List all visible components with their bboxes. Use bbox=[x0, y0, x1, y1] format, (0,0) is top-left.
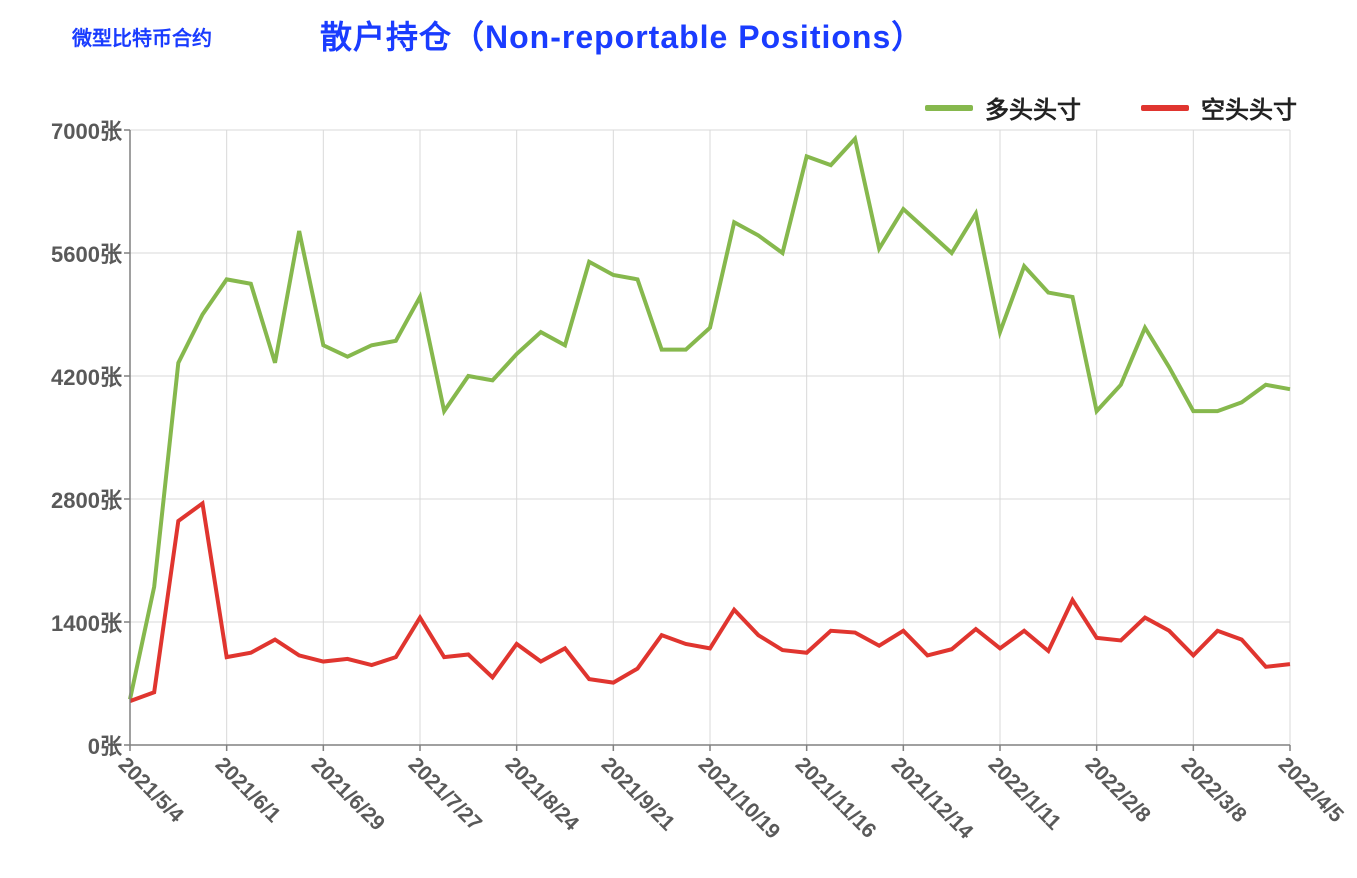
x-tick-label: 2021/7/27 bbox=[403, 753, 486, 836]
y-tick-label: 0张 bbox=[88, 729, 122, 761]
legend-item-short: 空头头寸 bbox=[1141, 90, 1297, 125]
y-tick-label: 7000张 bbox=[51, 114, 122, 146]
x-tick-label: 2021/9/21 bbox=[596, 753, 679, 836]
chart-svg bbox=[130, 130, 1290, 745]
legend-label-short: 空头头寸 bbox=[1201, 90, 1297, 125]
y-tick-label: 2800张 bbox=[51, 483, 122, 515]
x-tick-label: 2022/4/5 bbox=[1273, 753, 1348, 828]
plot-area: 0张1400张2800张4200张5600张7000张2021/5/42021/… bbox=[130, 130, 1290, 745]
legend-item-long: 多头头寸 bbox=[925, 90, 1081, 125]
x-tick-label: 2022/2/8 bbox=[1080, 753, 1155, 828]
x-tick-label: 2021/12/14 bbox=[886, 753, 977, 844]
x-tick-label: 2021/5/4 bbox=[113, 753, 188, 828]
chart-subtitle: 微型比特币合约 bbox=[72, 22, 212, 51]
legend-swatch-short bbox=[1141, 105, 1189, 111]
x-tick-label: 2021/11/16 bbox=[790, 753, 880, 843]
legend-label-long: 多头头寸 bbox=[985, 90, 1081, 125]
x-tick-label: 2021/8/24 bbox=[500, 753, 583, 836]
x-tick-label: 2022/3/8 bbox=[1176, 753, 1251, 828]
x-tick-label: 2021/6/1 bbox=[210, 753, 285, 828]
x-tick-label: 2021/10/19 bbox=[693, 753, 784, 844]
x-tick-label: 2022/1/11 bbox=[983, 753, 1065, 835]
legend-swatch-long bbox=[925, 105, 973, 111]
y-tick-label: 4200张 bbox=[51, 360, 122, 392]
y-tick-label: 5600张 bbox=[51, 237, 122, 269]
y-tick-label: 1400张 bbox=[51, 606, 122, 638]
chart-title: 散户持仓（Non-reportable Positions） bbox=[320, 12, 924, 58]
chart-root: 微型比特币合约 散户持仓（Non-reportable Positions） 多… bbox=[0, 0, 1357, 878]
x-tick-label: 2021/6/29 bbox=[306, 753, 389, 836]
legend: 多头头寸 空头头寸 bbox=[925, 90, 1297, 125]
